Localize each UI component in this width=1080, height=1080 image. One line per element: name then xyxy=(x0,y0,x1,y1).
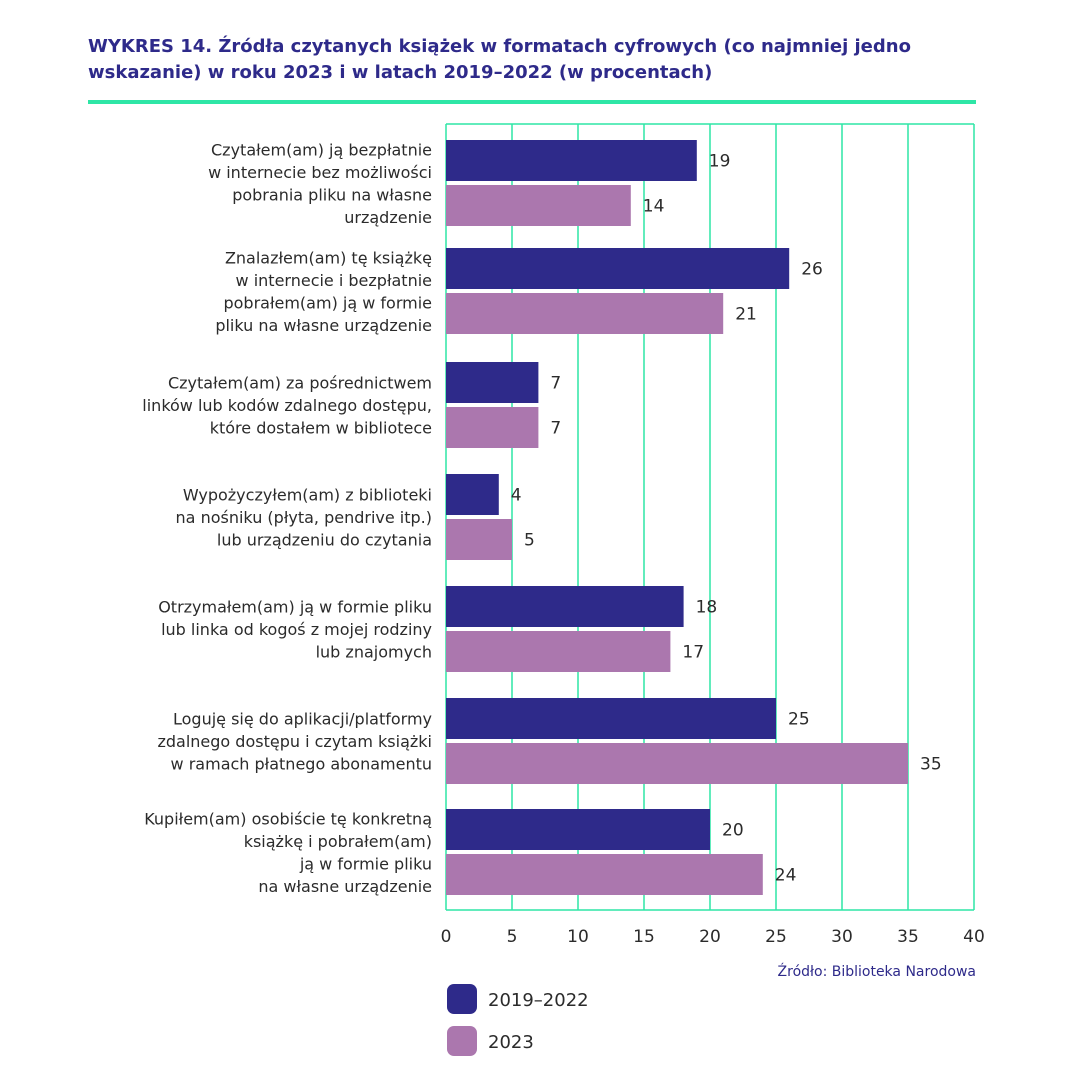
category-label-7-line-2: książkę i pobrałem(am) xyxy=(244,832,432,851)
category-label-5-line-3: lub znajomych xyxy=(316,643,432,662)
bar-cat6-s2 xyxy=(446,743,908,784)
bar-cat1-s2 xyxy=(446,185,631,226)
category-label-2-line-1: Znalazłem(am) tę książkę xyxy=(225,248,432,267)
bar-cat3-s2 xyxy=(446,407,539,448)
value-label-cat4-s2: 5 xyxy=(524,531,535,551)
legend-swatch-1 xyxy=(447,984,477,1014)
bars: 19 14 26 21 7 7 4 5 18 17 25 35 20 24 xyxy=(446,140,942,895)
category-label-1-line-2: w internecie bez możliwości xyxy=(208,163,432,182)
category-label-1: Czytałem(am) ją bezpłatnie w internecie b… xyxy=(208,140,432,227)
value-label-cat1-s1: 19 xyxy=(709,152,731,172)
category-label-3-line-3: które dostałem w bibliotece xyxy=(210,419,432,438)
bar-cat3-s1 xyxy=(446,362,539,403)
value-label-cat5-s2: 17 xyxy=(682,643,704,663)
category-label-6-line-2: zdalnego dostępu i czytam książki xyxy=(157,732,432,751)
category-label-7-line-1: Kupiłem(am) osobiście tę konkretną xyxy=(144,809,432,828)
category-label-6-line-1: Loguję się do aplikacji/platformy xyxy=(173,710,432,729)
category-label-4-line-3: lub urządzeniu do czytania xyxy=(217,531,432,550)
category-label-7-line-4: na własne urządzenie xyxy=(258,877,432,896)
value-label-cat2-s2: 21 xyxy=(735,305,757,325)
bar-cat5-s2 xyxy=(446,631,671,672)
bar-cat6-s1 xyxy=(446,698,776,739)
category-label-7: Kupiłem(am) osobiście tę konkretną książk… xyxy=(144,809,432,896)
bar-cat5-s1 xyxy=(446,586,684,627)
legend-label-2: 2023 xyxy=(488,1032,534,1053)
value-label-cat5-s1: 18 xyxy=(696,598,718,618)
title-rule xyxy=(88,100,976,104)
bar-cat7-s2 xyxy=(446,854,763,895)
bar-cat4-s1 xyxy=(446,474,499,515)
x-axis-ticks: 0 5 10 15 20 25 30 35 40 xyxy=(441,927,985,947)
x-tick-label-35: 35 xyxy=(897,927,919,947)
value-label-cat7-s1: 20 xyxy=(722,821,744,841)
x-tick-label-10: 10 xyxy=(567,927,589,947)
category-label-5-line-2: lub linka od kogoś z mojej rodziny xyxy=(161,620,432,639)
value-label-cat2-s1: 26 xyxy=(801,260,823,280)
legend-label-1: 2019–2022 xyxy=(488,990,589,1011)
x-tick-label-5: 5 xyxy=(507,927,518,947)
category-label-4: Wypożyczyłem(am) z biblioteki na nośniku … xyxy=(176,486,432,550)
bar-cat2-s1 xyxy=(446,248,790,289)
x-tick-label-0: 0 xyxy=(441,927,452,947)
x-tick-label-15: 15 xyxy=(633,927,655,947)
source-note: Źródło: Biblioteka Narodowa xyxy=(778,962,976,980)
category-label-2-line-3: pobrałem(am) ją w formie xyxy=(223,293,432,312)
bar-cat1-s1 xyxy=(446,140,697,181)
x-tick-label-20: 20 xyxy=(699,927,721,947)
category-label-3: Czytałem(am) za pośrednictwem linków lub … xyxy=(142,374,432,438)
value-label-cat3-s1: 7 xyxy=(550,374,561,394)
legend: 2019–2022 2023 xyxy=(447,984,589,1056)
value-label-cat7-s2: 24 xyxy=(775,866,797,886)
category-label-2-line-2: w internecie i bezpłatnie xyxy=(236,271,432,290)
bar-cat7-s1 xyxy=(446,809,710,850)
bar-cat4-s2 xyxy=(446,519,512,560)
chart-title: WYKRES 14. Źródła czytanych książek w fo… xyxy=(88,36,911,83)
category-label-5-line-1: Otrzymałem(am) ją w formie pliku xyxy=(158,598,432,617)
category-label-2-line-4: pliku na własne urządzenie xyxy=(215,316,432,335)
value-label-cat4-s1: 4 xyxy=(511,486,522,506)
category-label-2: Znalazłem(am) tę książkę w internecie i b… xyxy=(215,248,432,335)
category-label-3-line-1: Czytałem(am) za pośrednictwem xyxy=(168,374,432,393)
bar-cat2-s2 xyxy=(446,293,724,334)
category-label-6: Loguję się do aplikacji/platformy zdalneg… xyxy=(157,710,432,774)
category-label-1-line-4: urządzenie xyxy=(344,208,432,227)
legend-swatch-2 xyxy=(447,1026,477,1056)
category-label-6-line-3: w ramach płatnego abonamentu xyxy=(171,755,432,774)
category-label-4-line-1: Wypożyczyłem(am) z biblioteki xyxy=(183,486,432,505)
grid xyxy=(445,123,975,911)
category-label-4-line-2: na nośniku (płyta, pendrive itp.) xyxy=(176,508,432,527)
value-label-cat1-s2: 14 xyxy=(643,197,665,217)
category-labels: Czytałem(am) ją bezpłatnie w internecie b… xyxy=(142,140,432,896)
category-label-1-line-1: Czytałem(am) ją bezpłatnie xyxy=(211,140,432,159)
category-label-5: Otrzymałem(am) ją w formie pliku lub link… xyxy=(158,598,432,662)
x-tick-label-25: 25 xyxy=(765,927,787,947)
category-label-3-line-2: linków lub kodów zdalnego dostępu, xyxy=(142,396,432,415)
x-tick-label-30: 30 xyxy=(831,927,853,947)
category-label-7-line-3: ją w formie pliku xyxy=(299,854,432,873)
category-label-1-line-3: pobrania pliku na własne xyxy=(232,185,432,204)
x-tick-label-40: 40 xyxy=(963,927,985,947)
value-label-cat3-s2: 7 xyxy=(550,419,561,439)
value-label-cat6-s1: 25 xyxy=(788,710,810,730)
value-label-cat6-s2: 35 xyxy=(920,755,942,775)
